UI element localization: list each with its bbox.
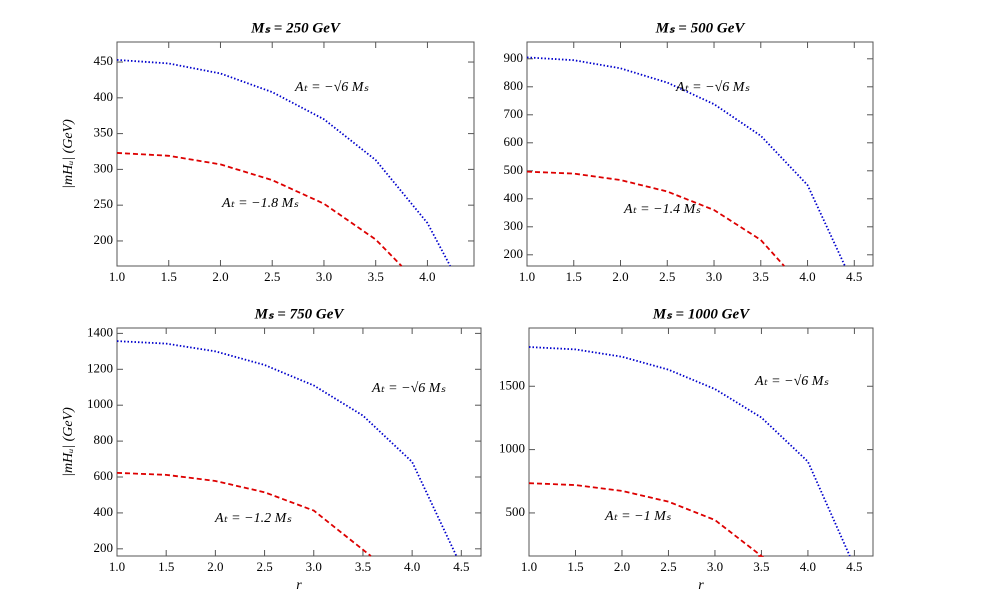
- x-tick-label: 4.5: [846, 559, 862, 574]
- curve-annotation: Aₜ = −√6 Mₛ: [675, 80, 750, 95]
- y-tick-label: 200: [504, 246, 524, 261]
- x-tick-label: 4.0: [799, 269, 815, 284]
- y-tick-label: 400: [94, 504, 114, 519]
- x-tick-label: 3.0: [707, 559, 723, 574]
- x-tick-label: 4.0: [419, 269, 435, 284]
- y-tick-label: 400: [94, 89, 114, 104]
- curve-annotation: Aₜ = −√6 Mₛ: [371, 381, 446, 396]
- y-tick-label: 500: [504, 162, 524, 177]
- x-tick-label: 1.5: [158, 559, 174, 574]
- x-tick-label: 3.0: [306, 559, 322, 574]
- x-tick-label: 2.0: [614, 559, 630, 574]
- x-tick-label: 3.5: [753, 269, 769, 284]
- y-tick-label: 800: [504, 78, 524, 93]
- y-tick-label: 250: [94, 196, 114, 211]
- curve-annotation: Aₜ = −1.8 Mₛ: [221, 196, 299, 211]
- y-tick-label: 600: [94, 468, 114, 483]
- x-tick-label: 1.5: [566, 269, 582, 284]
- y-tick-label: 1500: [499, 377, 525, 392]
- y-tick-label: 1000: [499, 441, 525, 456]
- x-axis-label: r: [296, 578, 302, 593]
- curve: [116, 58, 451, 267]
- curve-annotation: Aₜ = −1.4 Mₛ: [623, 202, 701, 217]
- y-tick-label: 450: [94, 53, 114, 68]
- x-tick-label: 2.5: [660, 559, 676, 574]
- curve-annotation: Aₜ = −1.2 Mₛ: [214, 511, 292, 526]
- y-tick-label: 400: [504, 190, 524, 205]
- y-tick-label: 600: [504, 134, 524, 149]
- y-tick-label: 500: [506, 504, 526, 519]
- x-tick-label: 1.0: [109, 559, 125, 574]
- x-tick-label: 2.0: [207, 559, 223, 574]
- x-tick-label: 2.5: [256, 559, 272, 574]
- x-tick-label: 1.0: [521, 559, 537, 574]
- plot-frame: [526, 41, 874, 267]
- x-tick-label: 1.0: [109, 269, 125, 284]
- x-tick-label: 3.0: [706, 269, 722, 284]
- curve: [528, 482, 765, 557]
- curve: [526, 56, 846, 267]
- y-axis-label: |mHᵤ| (GeV): [61, 119, 76, 189]
- y-tick-label: 300: [94, 160, 114, 175]
- x-tick-label: 4.0: [800, 559, 816, 574]
- x-tick-label: 2.0: [612, 269, 628, 284]
- x-tick-label: 3.0: [316, 269, 332, 284]
- x-tick-label: 1.5: [567, 559, 583, 574]
- y-tick-label: 1000: [87, 396, 113, 411]
- y-tick-label: 700: [504, 106, 524, 121]
- y-tick-label: 350: [94, 125, 114, 140]
- panel-title: Mₛ = 750 GeV: [254, 306, 346, 322]
- curve-annotation: Aₜ = −1 Mₛ: [604, 509, 672, 524]
- y-tick-label: 1200: [87, 360, 113, 375]
- x-tick-label: 4.0: [404, 559, 420, 574]
- x-tick-label: 2.0: [212, 269, 228, 284]
- plot-frame: [116, 41, 475, 267]
- x-tick-label: 1.5: [161, 269, 177, 284]
- x-axis-label: r: [698, 578, 704, 593]
- x-tick-label: 2.5: [264, 269, 280, 284]
- curve-annotation: Aₜ = −√6 Mₛ: [294, 80, 369, 95]
- y-tick-label: 800: [94, 432, 114, 447]
- curve: [526, 170, 785, 267]
- x-tick-label: 4.5: [453, 559, 469, 574]
- x-tick-label: 2.5: [659, 269, 675, 284]
- curve: [116, 471, 372, 557]
- x-tick-label: 4.5: [846, 269, 862, 284]
- y-tick-label: 1400: [87, 324, 113, 339]
- x-tick-label: 3.5: [753, 559, 769, 574]
- x-tick-label: 1.0: [519, 269, 535, 284]
- y-axis-label: |mHᵤ| (GeV): [61, 407, 76, 477]
- plot-frame: [116, 327, 482, 557]
- y-tick-label: 300: [504, 218, 524, 233]
- curve: [116, 152, 403, 267]
- panel-title: Mₛ = 250 GeV: [250, 20, 342, 36]
- curve-annotation: Aₜ = −√6 Mₛ: [754, 374, 829, 389]
- panel-title: Mₛ = 1000 GeV: [652, 306, 751, 322]
- panel-title: Mₛ = 500 GeV: [655, 20, 747, 36]
- x-tick-label: 3.5: [368, 269, 384, 284]
- y-tick-label: 900: [504, 50, 524, 65]
- plot-frame: [528, 327, 874, 557]
- y-tick-label: 200: [94, 540, 114, 555]
- y-tick-label: 200: [94, 232, 114, 247]
- x-tick-label: 3.5: [355, 559, 371, 574]
